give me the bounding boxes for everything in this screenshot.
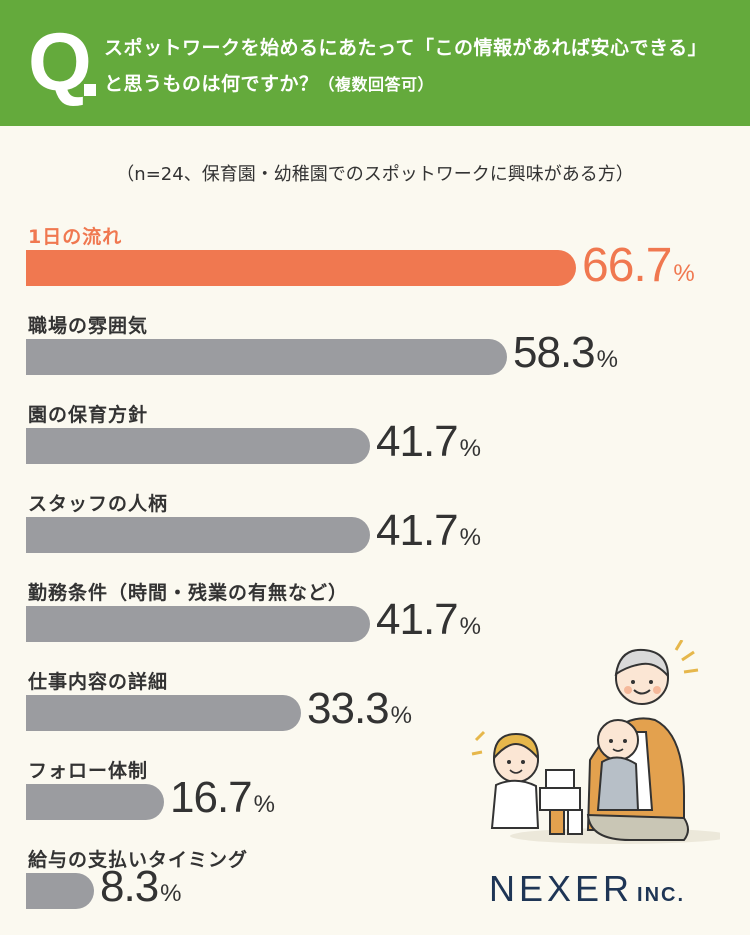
value-label: 66.7% bbox=[582, 242, 695, 290]
question-note: （複数回答可） bbox=[318, 75, 435, 94]
value-label: 33.3% bbox=[307, 687, 412, 731]
value-label: 16.7% bbox=[170, 776, 275, 820]
value-unit: % bbox=[673, 260, 695, 287]
bar bbox=[26, 606, 370, 642]
value-unit: % bbox=[253, 791, 275, 818]
bar bbox=[26, 695, 301, 731]
category-label: 1日の流れ bbox=[28, 226, 123, 248]
value-label: 8.3% bbox=[100, 865, 182, 909]
bar bbox=[26, 428, 370, 464]
bar bbox=[26, 873, 94, 909]
value-number: 41.7 bbox=[376, 506, 459, 555]
bar bbox=[26, 250, 576, 286]
category-label: 職場の雰囲気 bbox=[28, 315, 149, 337]
category-label: フォロー体制 bbox=[28, 760, 149, 782]
value-unit: % bbox=[459, 613, 481, 640]
category-label: 給与の支払いタイミング bbox=[28, 849, 249, 871]
logo-sub: INC. bbox=[637, 884, 686, 906]
value-unit: % bbox=[390, 702, 412, 729]
teacher-children-illustration-icon bbox=[471, 640, 720, 844]
category-label: 仕事内容の詳細 bbox=[28, 671, 169, 693]
value-number: 16.7 bbox=[170, 773, 253, 822]
value-number: 66.7 bbox=[582, 239, 672, 292]
value-label: 41.7% bbox=[376, 598, 481, 642]
q-dot-icon bbox=[84, 84, 96, 96]
value-number: 41.7 bbox=[376, 595, 459, 644]
value-number: 58.3 bbox=[513, 328, 596, 377]
question-line-1: スポットワークを始めるにあたって「この情報があれば安心できる」 bbox=[104, 37, 708, 59]
value-unit: % bbox=[459, 435, 481, 462]
nexer-logo: NEXER INC. bbox=[489, 868, 685, 910]
value-number: 41.7 bbox=[376, 417, 459, 466]
value-number: 33.3 bbox=[307, 684, 390, 733]
value-label: 41.7% bbox=[376, 509, 481, 553]
value-label: 41.7% bbox=[376, 420, 481, 464]
value-unit: % bbox=[596, 346, 618, 373]
bar bbox=[26, 517, 370, 553]
logo-main: NEXER bbox=[489, 868, 634, 909]
value-label: 58.3% bbox=[513, 331, 618, 375]
question-text: と思うものは何ですか？ bbox=[104, 73, 319, 95]
value-unit: % bbox=[459, 524, 481, 551]
bar bbox=[26, 339, 507, 375]
question-line-2: と思うものは何ですか？（複数回答可） bbox=[104, 69, 434, 96]
value-unit: % bbox=[160, 880, 182, 907]
value-number: 8.3 bbox=[100, 862, 159, 911]
category-label: 勤務条件（時間・残業の有無など） bbox=[28, 582, 349, 604]
question-header: Q スポットワークを始めるにあたって「この情報があれば安心できる」 と思うものは… bbox=[0, 0, 750, 126]
category-label: スタッフの人柄 bbox=[28, 493, 169, 515]
sample-note: （n=24、保育園・幼稚園でのスポットワークに興味がある方） bbox=[116, 164, 634, 185]
q-letter: Q bbox=[28, 17, 92, 108]
category-label: 園の保育方針 bbox=[28, 404, 149, 426]
bar bbox=[26, 784, 164, 820]
